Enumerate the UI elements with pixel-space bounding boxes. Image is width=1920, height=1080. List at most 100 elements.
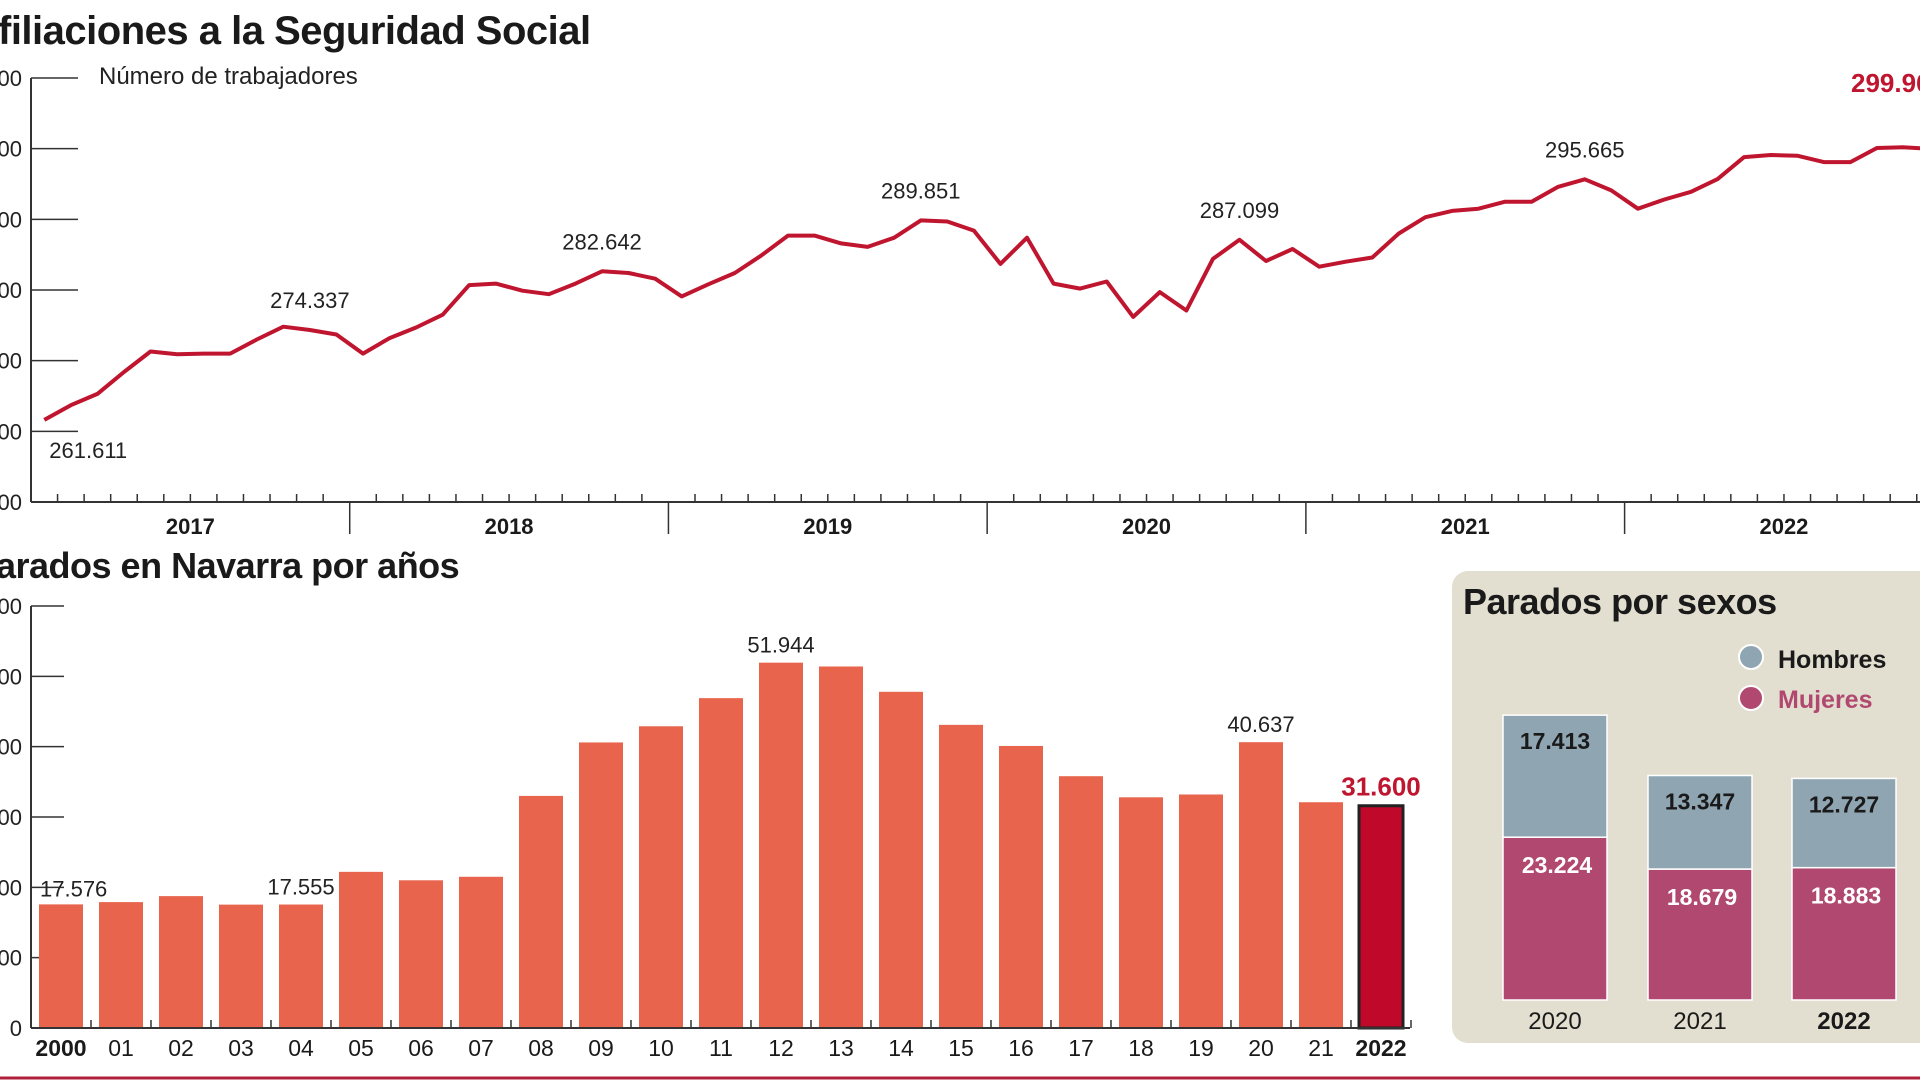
y-tick-label: 290.000 [0,207,22,232]
bar-03 [219,904,263,1028]
year-label: 2019 [803,514,852,539]
bar-mujeres-2022 [1791,866,1897,1001]
x-tick-label: 15 [948,1035,974,1061]
line-chart-annotations: 261.611 274.337 282.642 289.851 287.099 295.6… [49,68,1920,463]
data-label: 299.96 [1851,68,1920,98]
x-tick-label: 11 [709,1035,733,1061]
mujeres-value-label: 23.224 [1522,852,1593,878]
x-tick-label: 2022 [1355,1035,1406,1061]
affiliations-line-chart: filiaciones a la Seguridad Social Número… [0,9,1920,539]
x-tick-label: 18 [1128,1035,1154,1061]
y-tick-label: 0 [10,1016,22,1041]
bar-18 [1119,797,1163,1028]
bar-19 [1179,794,1223,1028]
year-label: 2017 [166,514,215,539]
x-tick-label: 03 [228,1035,254,1061]
y-tick-label: 270.000 [0,349,22,374]
x-tick-label: 07 [468,1035,494,1061]
bar-07 [459,876,503,1028]
x-tick-label: 14 [888,1035,914,1061]
unemployed-by-sex-panel: Parados por sexos Hombres Mujeres 17.413… [1452,571,1920,1043]
year-label: 2020 [1122,514,1171,539]
line-chart-y-axis: 250.000 260.000 270.000 280.000 290.000 300.0… [0,66,78,515]
legend-hombres-swatch [1738,644,1764,670]
x-tick-label: 17 [1068,1035,1094,1061]
y-tick-label: 60.000 [0,594,22,619]
bar-06 [399,880,443,1028]
bar-2022 [1357,804,1405,1030]
year-label: 2020 [1528,1008,1581,1035]
mujeres-value-label: 18.679 [1667,884,1737,910]
y-tick-label: 250.000 [0,490,22,515]
line-chart-title: filiaciones a la Seguridad Social [0,9,591,53]
x-tick-label: 05 [348,1035,374,1061]
year-label: 2021 [1441,514,1490,539]
x-tick-label: 2000 [35,1035,86,1061]
data-label: 287.099 [1200,198,1280,223]
year-label: 2022 [1759,514,1808,539]
data-label: 274.337 [270,288,350,313]
bar-08 [519,795,563,1028]
x-tick-label: 02 [168,1035,194,1061]
bar-13 [819,666,863,1028]
legend-mujeres-swatch [1738,685,1764,711]
data-label: 295.665 [1545,137,1625,162]
x-tick-label: 06 [408,1035,434,1061]
bar-chart-x-axis: 2000 01 02 03 04 05 06 07 08 09 10 11 12 13 14 15 16 17 18… [31,1020,1412,1061]
bar-20 [1239,742,1283,1028]
x-tick-label: 16 [1008,1035,1034,1061]
y-tick-label: 50.000 [0,664,22,689]
x-tick-label: 09 [588,1035,614,1061]
bar-chart-title: arados en Navarra por años [0,545,459,586]
unemployed-bar-chart: arados en Navarra por años 0 10.000 20.000… [0,545,1421,1061]
stacked-bars: 17.413 23.224 2020 13.347 18.679 2021 12.727 18… [1502,714,1897,1035]
y-tick-label: 310.000 [0,66,22,91]
x-tick-label: 19 [1188,1035,1214,1061]
year-label: 2022 [1817,1008,1870,1035]
x-tick-label: 12 [768,1035,794,1061]
bar-hombres-2020 [1502,714,1608,838]
legend-hombres-label: Hombres [1778,646,1886,674]
bar-14 [879,691,923,1028]
bar-mujeres-2021 [1647,868,1753,1001]
bar-16 [999,745,1043,1028]
bar-09 [579,742,623,1028]
x-tick-label: 04 [288,1035,314,1061]
x-tick-label: 08 [528,1035,554,1061]
bar-15 [939,724,983,1028]
panel-title: Parados por sexos [1463,581,1777,622]
data-label: 261.611 [49,438,127,463]
y-tick-label: 30.000 [0,805,22,830]
affiliations-series-line [43,145,1920,422]
y-tick-label: 20.000 [0,875,22,900]
bar-chart-bars: 17.576 17.555 51.944 40.637 31.600 [39,633,1421,1030]
legend: Hombres Mujeres [1738,644,1886,714]
x-tick-label: 01 [108,1035,134,1061]
x-tick-label: 10 [648,1035,674,1061]
legend-mujeres-label: Mujeres [1778,686,1872,714]
bar-data-label: 51.944 [747,633,814,658]
bar-mujeres-2020 [1502,836,1608,1001]
hombres-value-label: 12.727 [1809,791,1879,817]
bar-data-label: 40.637 [1227,712,1294,737]
y-tick-label: 280.000 [0,278,22,303]
line-chart-ylabel: Número de trabajadores [99,63,358,90]
data-label: 282.642 [562,229,642,254]
bar-data-label: 31.600 [1341,772,1421,802]
bar-17 [1059,776,1103,1028]
year-label: 2021 [1673,1008,1726,1035]
bar-data-label: 17.555 [267,875,334,900]
bar-hombres-2021 [1647,774,1753,870]
bar-12 [759,662,803,1028]
year-label: 2018 [485,514,534,539]
x-tick-label: 21 [1308,1035,1334,1061]
bar-02 [159,896,203,1028]
bar-04 [279,904,323,1028]
bar-10 [639,726,683,1028]
y-tick-label: 40.000 [0,735,22,760]
hombres-value-label: 13.347 [1665,788,1735,814]
bar-21 [1299,802,1343,1028]
hombres-value-label: 17.413 [1520,728,1590,754]
line-chart-x-axis: 2017 2018 2019 2020 2021 2022 [31,494,1920,539]
